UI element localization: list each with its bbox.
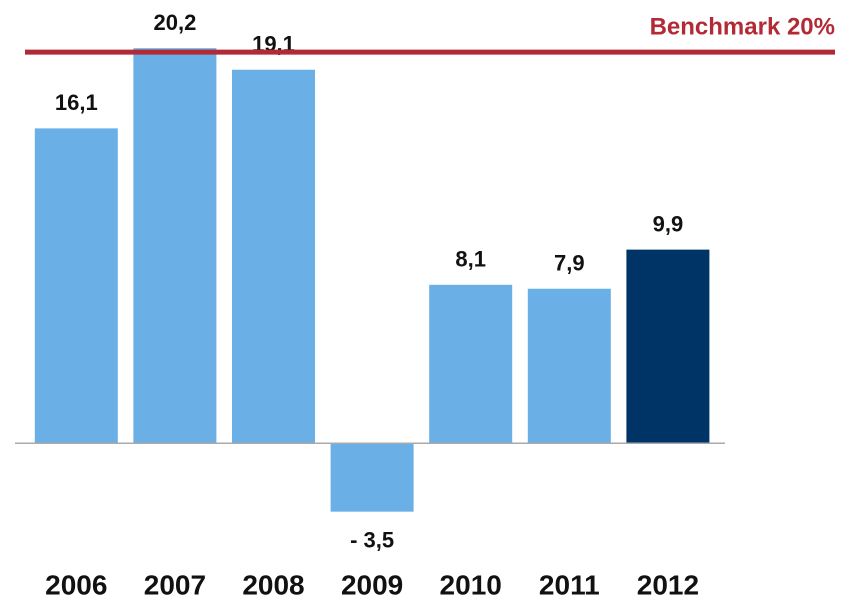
x-tick-label: 2007 (144, 569, 206, 600)
x-tick-label: 2009 (341, 569, 403, 600)
x-tick-label: 2006 (45, 569, 107, 600)
benchmark-label: Benchmark 20% (650, 13, 835, 40)
value-label: 16,1 (55, 90, 98, 115)
value-label: - 3,5 (350, 527, 394, 552)
x-tick-label: 2012 (637, 569, 699, 600)
bar (626, 249, 710, 444)
x-tick-label: 2008 (242, 569, 304, 600)
x-tick-label: 2010 (440, 569, 502, 600)
value-label: 20,2 (153, 10, 196, 35)
bar (232, 69, 315, 444)
x-tick-label: 2011 (539, 569, 600, 600)
value-label: 9,9 (653, 211, 684, 236)
bar (34, 128, 118, 444)
bar (133, 48, 217, 444)
value-label: 7,9 (554, 251, 585, 276)
value-label: 8,1 (455, 247, 486, 272)
bar (527, 288, 611, 444)
bar (429, 284, 513, 444)
bar (330, 443, 414, 512)
